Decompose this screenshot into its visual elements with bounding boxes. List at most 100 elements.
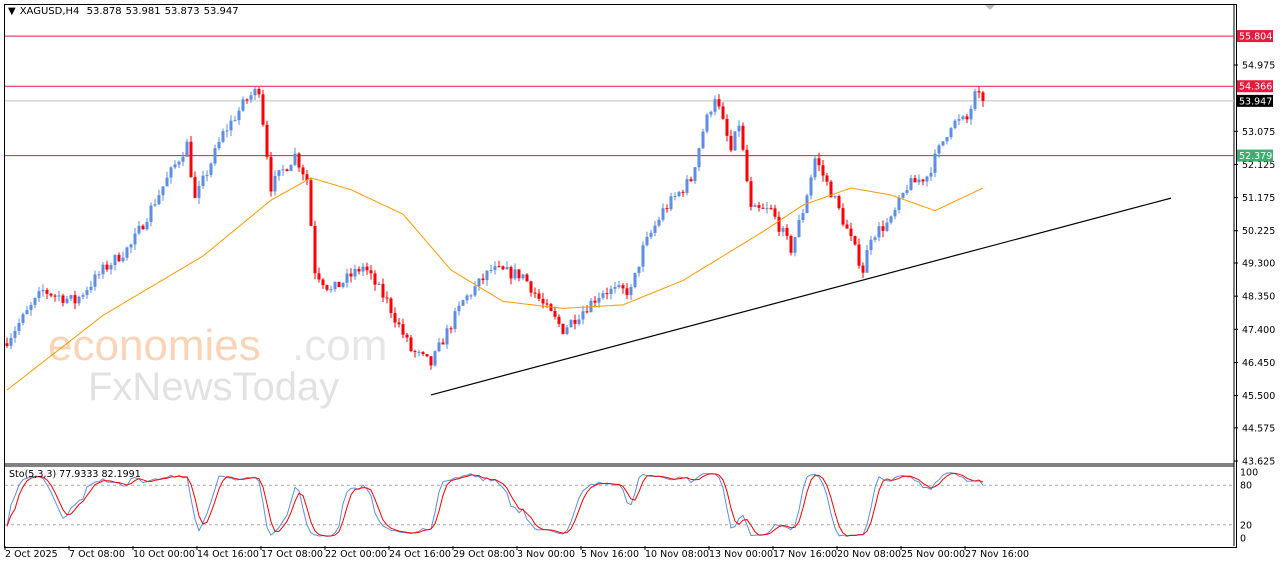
candle-body xyxy=(213,148,217,164)
candle xyxy=(449,326,453,334)
candle xyxy=(389,296,393,319)
candle-body xyxy=(869,239,873,251)
candle-body xyxy=(273,175,277,192)
candle xyxy=(17,318,21,335)
watermark-com: .com xyxy=(292,321,387,370)
candle xyxy=(753,203,757,208)
stochastic-scale-label: 0 xyxy=(1240,534,1246,545)
candle-body xyxy=(105,264,109,270)
candle-body xyxy=(177,161,181,165)
candle-body xyxy=(757,205,761,208)
x-tick-label: 2 Oct 2025 xyxy=(5,549,58,560)
candle xyxy=(73,290,77,310)
candle-body xyxy=(149,205,153,222)
candle xyxy=(417,349,421,357)
candle-body xyxy=(301,167,305,175)
candle xyxy=(153,198,157,208)
candle-body xyxy=(289,164,293,171)
candle xyxy=(945,136,949,145)
candle xyxy=(741,122,745,152)
candle xyxy=(245,98,249,104)
candle-body xyxy=(29,304,33,311)
level-price-tag xyxy=(1237,30,1273,43)
candle xyxy=(501,265,505,271)
candle xyxy=(889,215,893,225)
candle xyxy=(373,270,377,291)
candle-body xyxy=(425,354,429,357)
candle-body xyxy=(765,208,769,210)
candle xyxy=(937,143,941,158)
x-tick-label: 25 Nov 00:00 xyxy=(901,549,965,560)
candle-body xyxy=(229,120,233,131)
candle xyxy=(553,306,557,320)
candle xyxy=(841,203,845,227)
candle-body xyxy=(969,108,973,120)
candle xyxy=(613,281,617,294)
candle-body xyxy=(317,273,321,280)
candle-body xyxy=(77,296,81,304)
chart-window[interactable] xyxy=(4,4,1237,548)
candle xyxy=(69,294,73,301)
candle-body xyxy=(421,351,425,355)
candle xyxy=(505,261,509,270)
candle-body xyxy=(789,236,793,253)
support-trendline xyxy=(430,197,1172,396)
candle xyxy=(37,286,41,303)
candle-body xyxy=(209,163,213,175)
moving-average-line xyxy=(6,177,984,391)
candle-body xyxy=(769,208,773,210)
candle-body xyxy=(781,227,785,232)
collapse-triangle-icon[interactable]: ▼ xyxy=(8,6,16,17)
candle-body xyxy=(89,286,93,290)
candle xyxy=(813,154,817,181)
candle-body xyxy=(9,337,13,346)
candle xyxy=(45,287,49,300)
candle xyxy=(949,126,953,140)
candle xyxy=(737,120,741,138)
candle xyxy=(585,305,589,314)
candle-body xyxy=(189,141,193,178)
candle-body xyxy=(773,208,777,217)
candle-body xyxy=(777,216,781,232)
candle-body xyxy=(509,267,513,279)
candle xyxy=(697,147,701,172)
candle-body xyxy=(249,95,253,100)
candle xyxy=(253,86,257,100)
y-tick-label: 47.400 xyxy=(1242,325,1275,336)
candle-body xyxy=(657,219,661,226)
candle-body xyxy=(717,99,721,107)
candle-body xyxy=(257,88,261,95)
candle xyxy=(433,350,437,367)
candle-body xyxy=(525,274,529,282)
candle-body xyxy=(129,244,133,248)
candle-body xyxy=(169,167,173,178)
candle-body xyxy=(121,257,125,262)
candle-body xyxy=(697,148,701,168)
candle-body xyxy=(533,292,537,294)
candle xyxy=(529,280,533,297)
level-price-tag xyxy=(1237,80,1273,93)
candle xyxy=(469,294,473,300)
candle-body xyxy=(333,281,337,290)
y-tick-label: 52.125 xyxy=(1242,160,1275,171)
candle xyxy=(105,260,109,272)
candle xyxy=(241,96,245,112)
candle-body xyxy=(753,205,757,207)
y-tick-label: 45.500 xyxy=(1242,391,1275,402)
x-tick-label: 24 Oct 16:00 xyxy=(389,549,451,560)
candle xyxy=(89,281,93,293)
candle-body xyxy=(737,125,741,132)
candle-body xyxy=(841,208,845,225)
candle-body xyxy=(141,225,145,230)
candle-body xyxy=(321,279,325,286)
stochastic-label: Sto(5,3,3) 77.9333 82.1991 xyxy=(9,469,141,480)
candle-body xyxy=(253,88,257,96)
candle xyxy=(981,90,985,107)
candle-body xyxy=(873,237,877,240)
candle-body xyxy=(53,295,57,297)
candle xyxy=(133,227,137,250)
candle-body xyxy=(205,174,209,176)
candle-body xyxy=(893,210,897,217)
candle-body xyxy=(393,313,397,323)
